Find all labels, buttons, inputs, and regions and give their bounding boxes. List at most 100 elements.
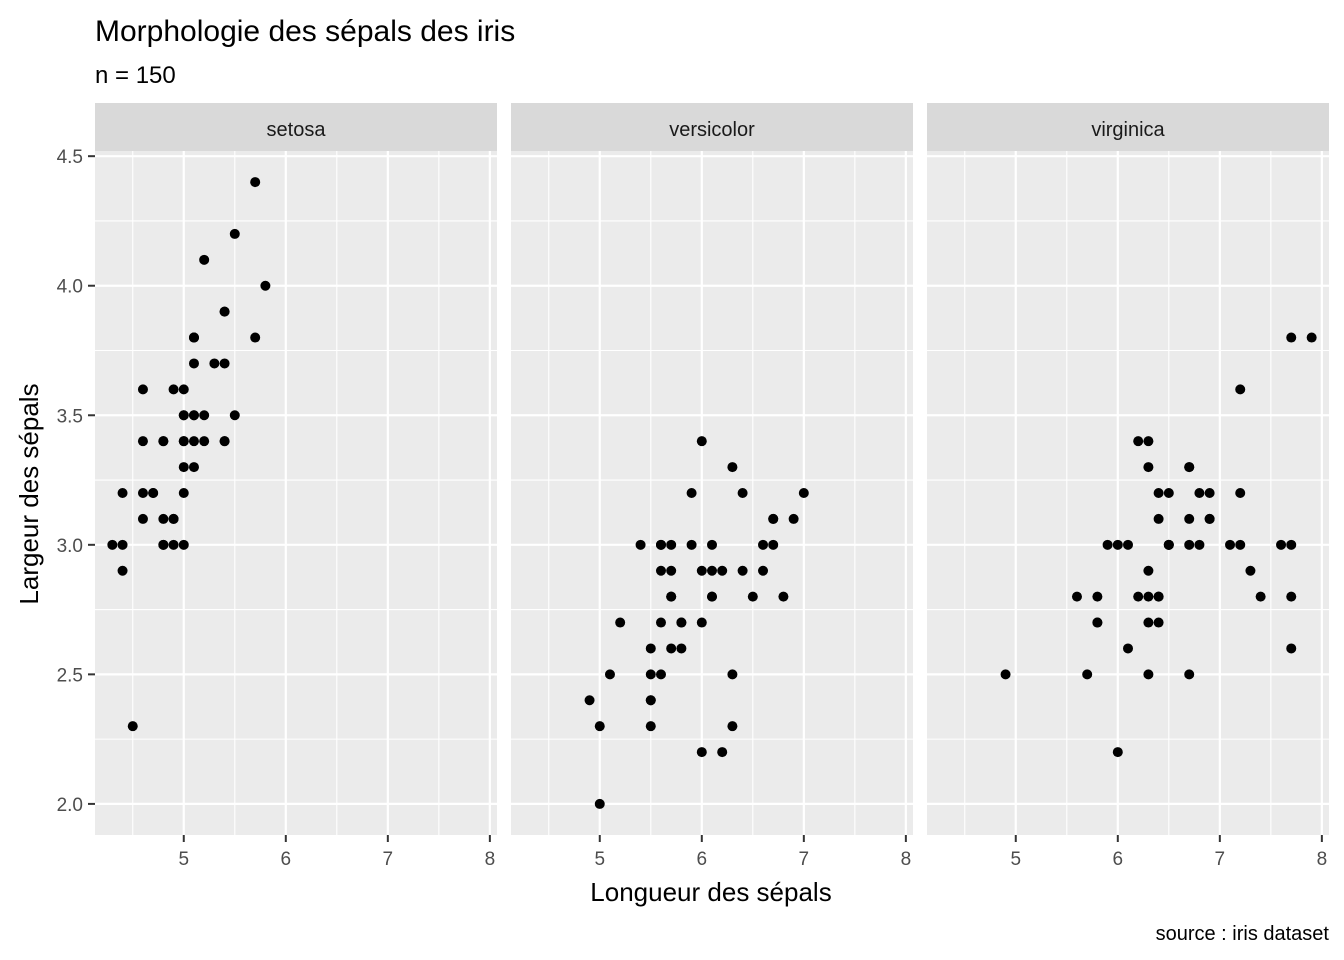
data-point bbox=[1204, 488, 1215, 498]
y-axis: 2.0 2.5 3.0 3.5 4.0 4.5 bbox=[57, 147, 95, 816]
data-point bbox=[229, 228, 240, 239]
data-point bbox=[1082, 669, 1093, 680]
x-tick-label: 6 bbox=[697, 849, 708, 870]
data-point bbox=[676, 617, 687, 628]
data-point bbox=[148, 488, 159, 498]
facet-strip bbox=[511, 103, 913, 151]
data-point bbox=[1143, 565, 1154, 576]
data-point bbox=[615, 617, 626, 628]
data-point bbox=[1000, 669, 1011, 680]
data-point bbox=[594, 798, 605, 809]
y-tick-label: 3.5 bbox=[57, 406, 83, 427]
data-point bbox=[696, 436, 707, 447]
data-point bbox=[666, 565, 677, 576]
data-point bbox=[737, 488, 748, 498]
chart-subtitle: n = 150 bbox=[95, 62, 176, 89]
data-point bbox=[1276, 539, 1287, 550]
data-point bbox=[1133, 591, 1144, 602]
data-point bbox=[107, 539, 118, 550]
data-point bbox=[188, 358, 199, 369]
x-tick-label: 7 bbox=[383, 849, 394, 870]
data-point bbox=[645, 669, 656, 680]
data-point bbox=[1153, 591, 1164, 602]
data-point bbox=[209, 358, 220, 369]
data-point bbox=[676, 643, 687, 654]
data-point bbox=[137, 436, 148, 447]
data-point bbox=[260, 280, 271, 291]
data-point bbox=[707, 591, 717, 602]
data-point bbox=[1204, 513, 1215, 524]
data-point bbox=[1143, 436, 1154, 447]
data-point bbox=[1184, 462, 1195, 473]
x-axis-title: Longueur des sépals bbox=[590, 877, 831, 907]
data-point bbox=[199, 410, 210, 421]
data-point bbox=[1112, 747, 1123, 758]
data-point bbox=[737, 565, 748, 576]
data-point bbox=[168, 384, 179, 395]
x-tick-label: 6 bbox=[1113, 849, 1124, 870]
data-point bbox=[1255, 591, 1266, 602]
y-tick-label: 4.0 bbox=[57, 277, 83, 298]
data-point bbox=[655, 539, 666, 550]
data-point bbox=[788, 513, 799, 524]
data-point bbox=[1225, 539, 1236, 550]
data-point bbox=[645, 721, 656, 732]
data-point bbox=[758, 539, 769, 550]
data-point bbox=[717, 747, 728, 758]
data-point bbox=[594, 721, 605, 732]
data-point bbox=[178, 488, 189, 498]
data-point bbox=[1184, 669, 1195, 680]
data-point bbox=[117, 539, 128, 550]
data-point bbox=[747, 591, 758, 602]
data-point bbox=[188, 410, 199, 421]
data-point bbox=[229, 410, 240, 421]
data-point bbox=[707, 565, 717, 576]
data-point bbox=[168, 539, 179, 550]
data-point bbox=[250, 177, 261, 188]
data-point bbox=[696, 565, 707, 576]
data-point bbox=[1163, 488, 1174, 498]
facet-strip bbox=[95, 103, 497, 151]
data-point bbox=[1306, 332, 1317, 343]
data-point bbox=[117, 565, 128, 576]
facet-strip bbox=[927, 103, 1329, 151]
data-point bbox=[158, 436, 169, 447]
data-point bbox=[1286, 332, 1297, 343]
panel-background bbox=[511, 151, 913, 835]
data-point bbox=[1286, 591, 1297, 602]
x-tick-label: 8 bbox=[901, 849, 912, 870]
data-point bbox=[1286, 539, 1297, 550]
data-point bbox=[188, 332, 199, 343]
data-point bbox=[655, 617, 666, 628]
y-tick-label: 2.0 bbox=[57, 795, 83, 816]
data-point bbox=[727, 669, 738, 680]
data-point bbox=[1133, 436, 1144, 447]
data-point bbox=[219, 436, 230, 447]
data-point bbox=[1123, 539, 1133, 550]
data-point bbox=[178, 436, 189, 447]
data-point bbox=[1123, 643, 1133, 654]
data-point bbox=[1112, 539, 1123, 550]
y-tick-label: 2.5 bbox=[57, 665, 83, 686]
data-point bbox=[199, 254, 210, 265]
data-point bbox=[1071, 591, 1082, 602]
data-point bbox=[1102, 539, 1113, 550]
data-point bbox=[1143, 669, 1154, 680]
y-tick-label: 3.0 bbox=[57, 536, 83, 557]
data-point bbox=[188, 436, 199, 447]
data-point bbox=[798, 488, 809, 498]
y-axis-title: Largeur des sépals bbox=[14, 383, 44, 604]
data-point bbox=[696, 747, 707, 758]
data-point bbox=[117, 488, 128, 498]
data-point bbox=[645, 643, 656, 654]
data-point bbox=[655, 565, 666, 576]
data-point bbox=[768, 513, 779, 524]
data-point bbox=[727, 721, 738, 732]
data-point bbox=[1194, 488, 1205, 498]
data-point bbox=[778, 591, 789, 602]
data-point bbox=[178, 410, 189, 421]
chart-caption: source : iris dataset bbox=[1156, 923, 1330, 945]
data-point bbox=[168, 513, 179, 524]
